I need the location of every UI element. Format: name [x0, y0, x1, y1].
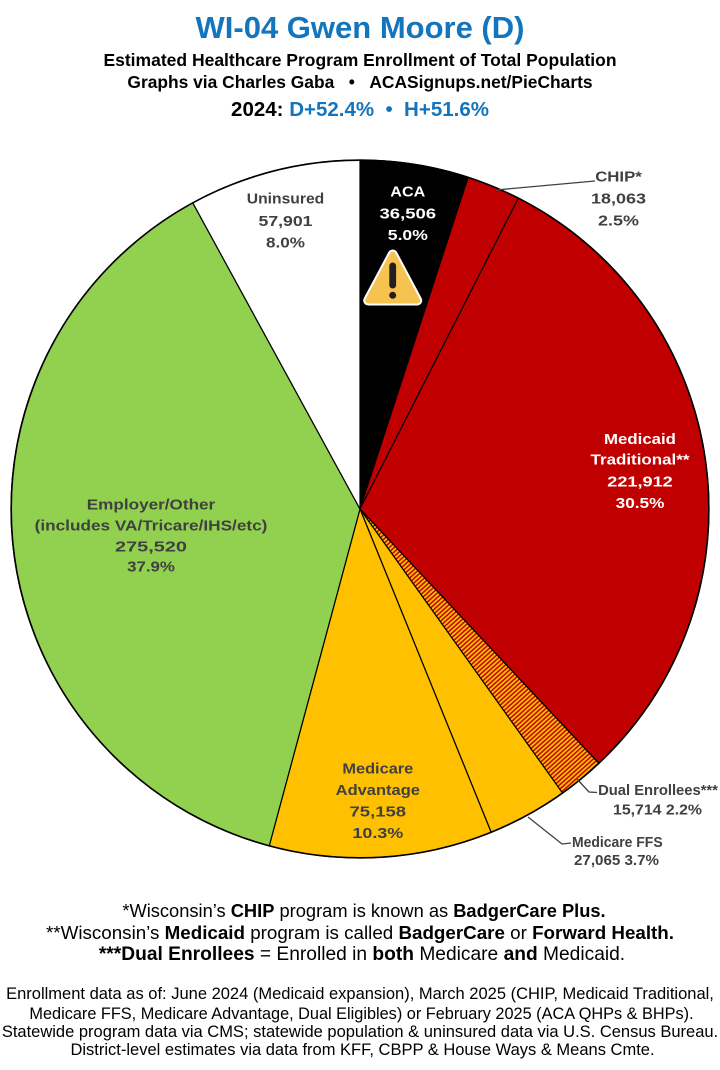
svg-text:15,714 2.2%: 15,714 2.2%	[613, 802, 702, 819]
svg-text:275,520: 275,520	[115, 538, 187, 555]
svg-text:18,063: 18,063	[591, 190, 646, 207]
svg-text:Dual Enrollees***: Dual Enrollees***	[598, 783, 718, 799]
svg-text:10.3%: 10.3%	[352, 824, 403, 841]
svg-text:Uninsured: Uninsured	[247, 191, 324, 208]
svg-text:75,158: 75,158	[349, 803, 406, 820]
svg-text:ACA: ACA	[390, 184, 425, 200]
svg-text:Medicaid: Medicaid	[604, 432, 676, 448]
svg-text:2.5%: 2.5%	[598, 212, 639, 229]
svg-text:CHIP*: CHIP*	[595, 169, 642, 185]
svg-text:5.0%: 5.0%	[388, 227, 429, 244]
svg-text:37.9%: 37.9%	[127, 559, 175, 575]
svg-text:Medicare FFS: Medicare FFS	[572, 834, 663, 851]
svg-text:57,901: 57,901	[259, 213, 313, 229]
svg-text:Employer/Other: Employer/Other	[87, 496, 216, 513]
svg-text:Advantage: Advantage	[336, 783, 421, 799]
svg-text:Traditional**: Traditional**	[591, 452, 691, 468]
svg-text:Medicare: Medicare	[342, 761, 413, 777]
svg-text:8.0%: 8.0%	[266, 234, 305, 251]
svg-text:27,065 3.7%: 27,065 3.7%	[574, 852, 659, 869]
svg-text:(includes VA/Tricare/IHS/etc): (includes VA/Tricare/IHS/etc)	[35, 517, 268, 534]
svg-text:221,912: 221,912	[607, 473, 672, 490]
svg-text:36,506: 36,506	[379, 205, 436, 222]
svg-text:30.5%: 30.5%	[616, 495, 665, 512]
